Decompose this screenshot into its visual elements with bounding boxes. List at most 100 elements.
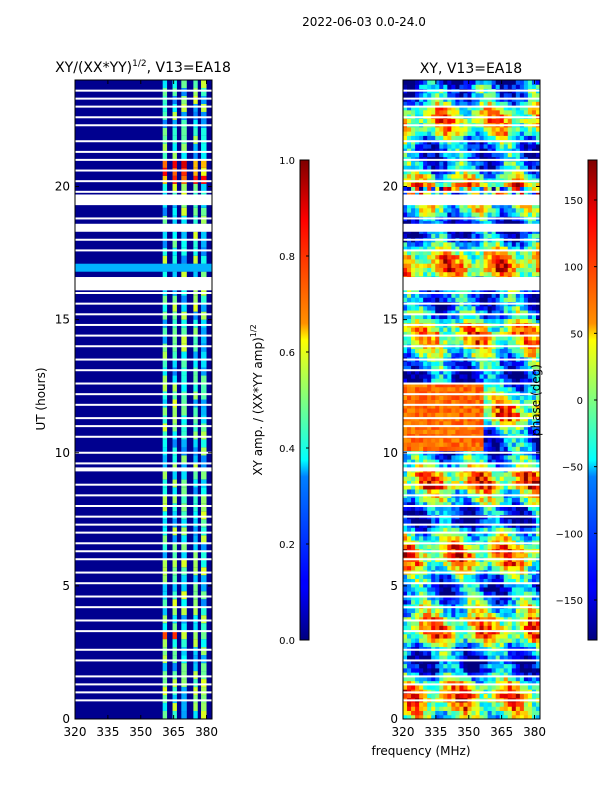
phase-cell [443,501,448,507]
phase-cell [435,633,440,639]
phase-cell [475,241,481,247]
phase-cell [447,459,452,464]
phase-cell [431,437,436,443]
phase-cell [515,186,521,192]
phase-cell [535,599,540,605]
phase-cell [423,471,428,477]
phase-cell [479,476,485,481]
phase-cell [491,663,497,669]
phase-cell [531,506,537,511]
amp-band-cell [201,207,207,216]
phase-cell [415,412,420,418]
amp-band-cell [181,295,187,304]
phase-cell [423,408,428,413]
phase-cell [531,552,537,558]
phase-cell [479,331,485,337]
phase-cell [447,621,452,626]
phase-cell [411,271,416,277]
phase-cell [483,258,489,264]
phase-cell [471,527,477,533]
phase-cell [439,165,444,170]
phase-cell [499,246,505,251]
phase-cell [423,586,428,592]
phase-cell [431,339,436,345]
phase-cell [455,378,460,383]
phase-cell [519,254,525,260]
phase-cell [491,395,497,400]
phase-cell [459,378,464,383]
phase-cell [467,412,472,418]
phase-cell [483,220,489,226]
phase-cell [451,659,456,665]
phase-cell [475,382,481,388]
phase-cell [479,714,485,719]
amp-band-cell [162,215,168,224]
phase-cell [415,173,420,179]
phase-cell [455,365,460,371]
phase-cell [471,586,477,592]
amp-band-cell [172,519,177,528]
phase-cell [519,182,525,187]
phase-cell [483,186,489,192]
phase-cell [451,365,456,371]
phase-cell [411,565,416,571]
phase-cell [419,680,424,686]
phase-cell [507,706,513,711]
phase-cell [519,203,525,209]
phase-cell [419,672,424,677]
phase-cell [511,710,517,716]
phase-cell [427,314,432,320]
phase-cell [443,650,448,656]
phase-cell [471,484,477,490]
phase-cell [495,203,501,209]
phase-cell [411,672,416,677]
phase-cell [515,293,521,298]
phase-cell [403,574,408,579]
phase-cell [427,586,432,592]
phase-cell [415,207,420,213]
phase-cell [439,501,444,507]
amp-band-cell [172,471,177,480]
phase-cell [515,382,521,388]
phase-cell [463,425,468,430]
phase-cell [463,352,468,358]
phase-cell [447,488,452,494]
phase-cell [427,608,432,613]
phase-cell [471,186,477,192]
amp-band-cell [162,535,168,544]
phase-cell [487,710,493,716]
phase-cell [439,361,444,366]
phase-cell [531,578,537,584]
phase-cell [491,378,497,383]
phase-cell [451,544,456,550]
phase-cell [419,348,424,354]
phase-cell [467,561,472,567]
phase-cell [415,663,420,669]
amp-band-cell [162,343,168,352]
phase-cell [455,314,460,320]
phase-cell [535,297,540,303]
phase-cell [475,565,481,571]
phase-cell [415,633,420,639]
phase-cell [423,271,428,277]
phase-cell [527,378,533,383]
phase-cell [519,710,525,716]
phase-cell [507,420,513,426]
phase-cell [455,684,460,690]
phase-cell [455,399,460,405]
amp-band-cell [193,599,198,608]
amp-band-cell [162,351,168,360]
amp-band-cell [193,255,198,264]
phase-cell [483,633,489,639]
phase-cell [423,437,428,443]
phase-cell [515,710,521,716]
phase-cell [423,714,428,719]
phase-cell [479,544,485,550]
phase-cell [511,395,517,400]
phase-cell [511,586,517,592]
phase-cell [407,612,412,618]
phase-cell [523,714,529,719]
amp-band-cell [172,359,177,368]
phase-cell [527,484,533,490]
phase-cell [443,352,448,358]
